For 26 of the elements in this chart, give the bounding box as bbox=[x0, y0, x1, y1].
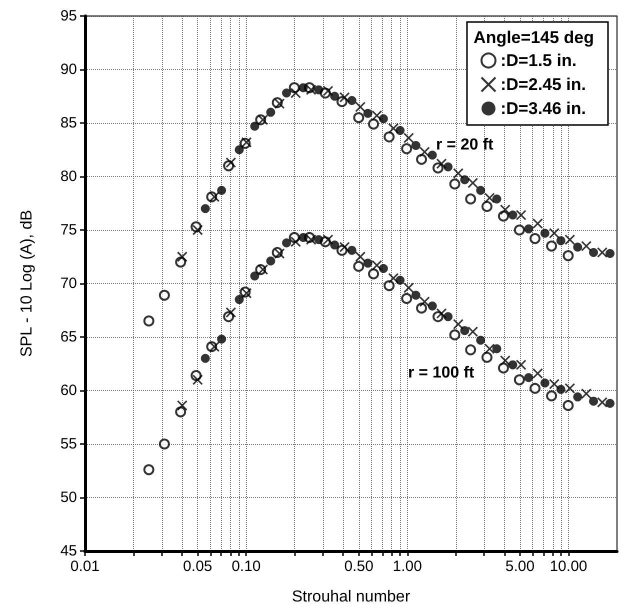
legend-label: :D=2.45 in. bbox=[500, 75, 586, 94]
y-tick-label: 90 bbox=[60, 61, 77, 78]
x-tick-label: 0.01 bbox=[70, 558, 100, 575]
x-tick-label: 0.05 bbox=[183, 558, 212, 575]
x-tick-label: 10.00 bbox=[550, 558, 588, 575]
x-tick-label: 0.50 bbox=[344, 558, 374, 575]
x-axis-title: Strouhal number bbox=[292, 588, 411, 606]
y-tick-label: 75 bbox=[60, 222, 77, 238]
y-tick-label: 70 bbox=[60, 275, 77, 292]
x-tick-label: 0.10 bbox=[232, 558, 261, 575]
legend-title: Angle=145 deg bbox=[474, 28, 594, 47]
y-tick-label: 45 bbox=[60, 542, 77, 560]
y-tick-label: 95 bbox=[60, 8, 77, 24]
y-tick-label: 85 bbox=[60, 114, 77, 132]
y-tick-label: 60 bbox=[60, 382, 77, 399]
legend-label: :D=3.46 in. bbox=[500, 99, 586, 118]
y-tick-label: 65 bbox=[60, 328, 77, 346]
y-axis-title: SPL - 10 Log (A), dB bbox=[18, 210, 36, 358]
annotation: r = 20 ft bbox=[436, 136, 494, 154]
annotation: r = 100 ft bbox=[408, 364, 475, 382]
legend-label: :D=1.5 in. bbox=[500, 51, 577, 70]
y-tick-label: 50 bbox=[60, 489, 77, 506]
x-tick-label: 1.00 bbox=[392, 558, 422, 575]
x-tick-label: 5.00 bbox=[505, 558, 535, 575]
y-tick-label: 80 bbox=[60, 168, 77, 185]
y-tick-label: 55 bbox=[60, 436, 77, 452]
